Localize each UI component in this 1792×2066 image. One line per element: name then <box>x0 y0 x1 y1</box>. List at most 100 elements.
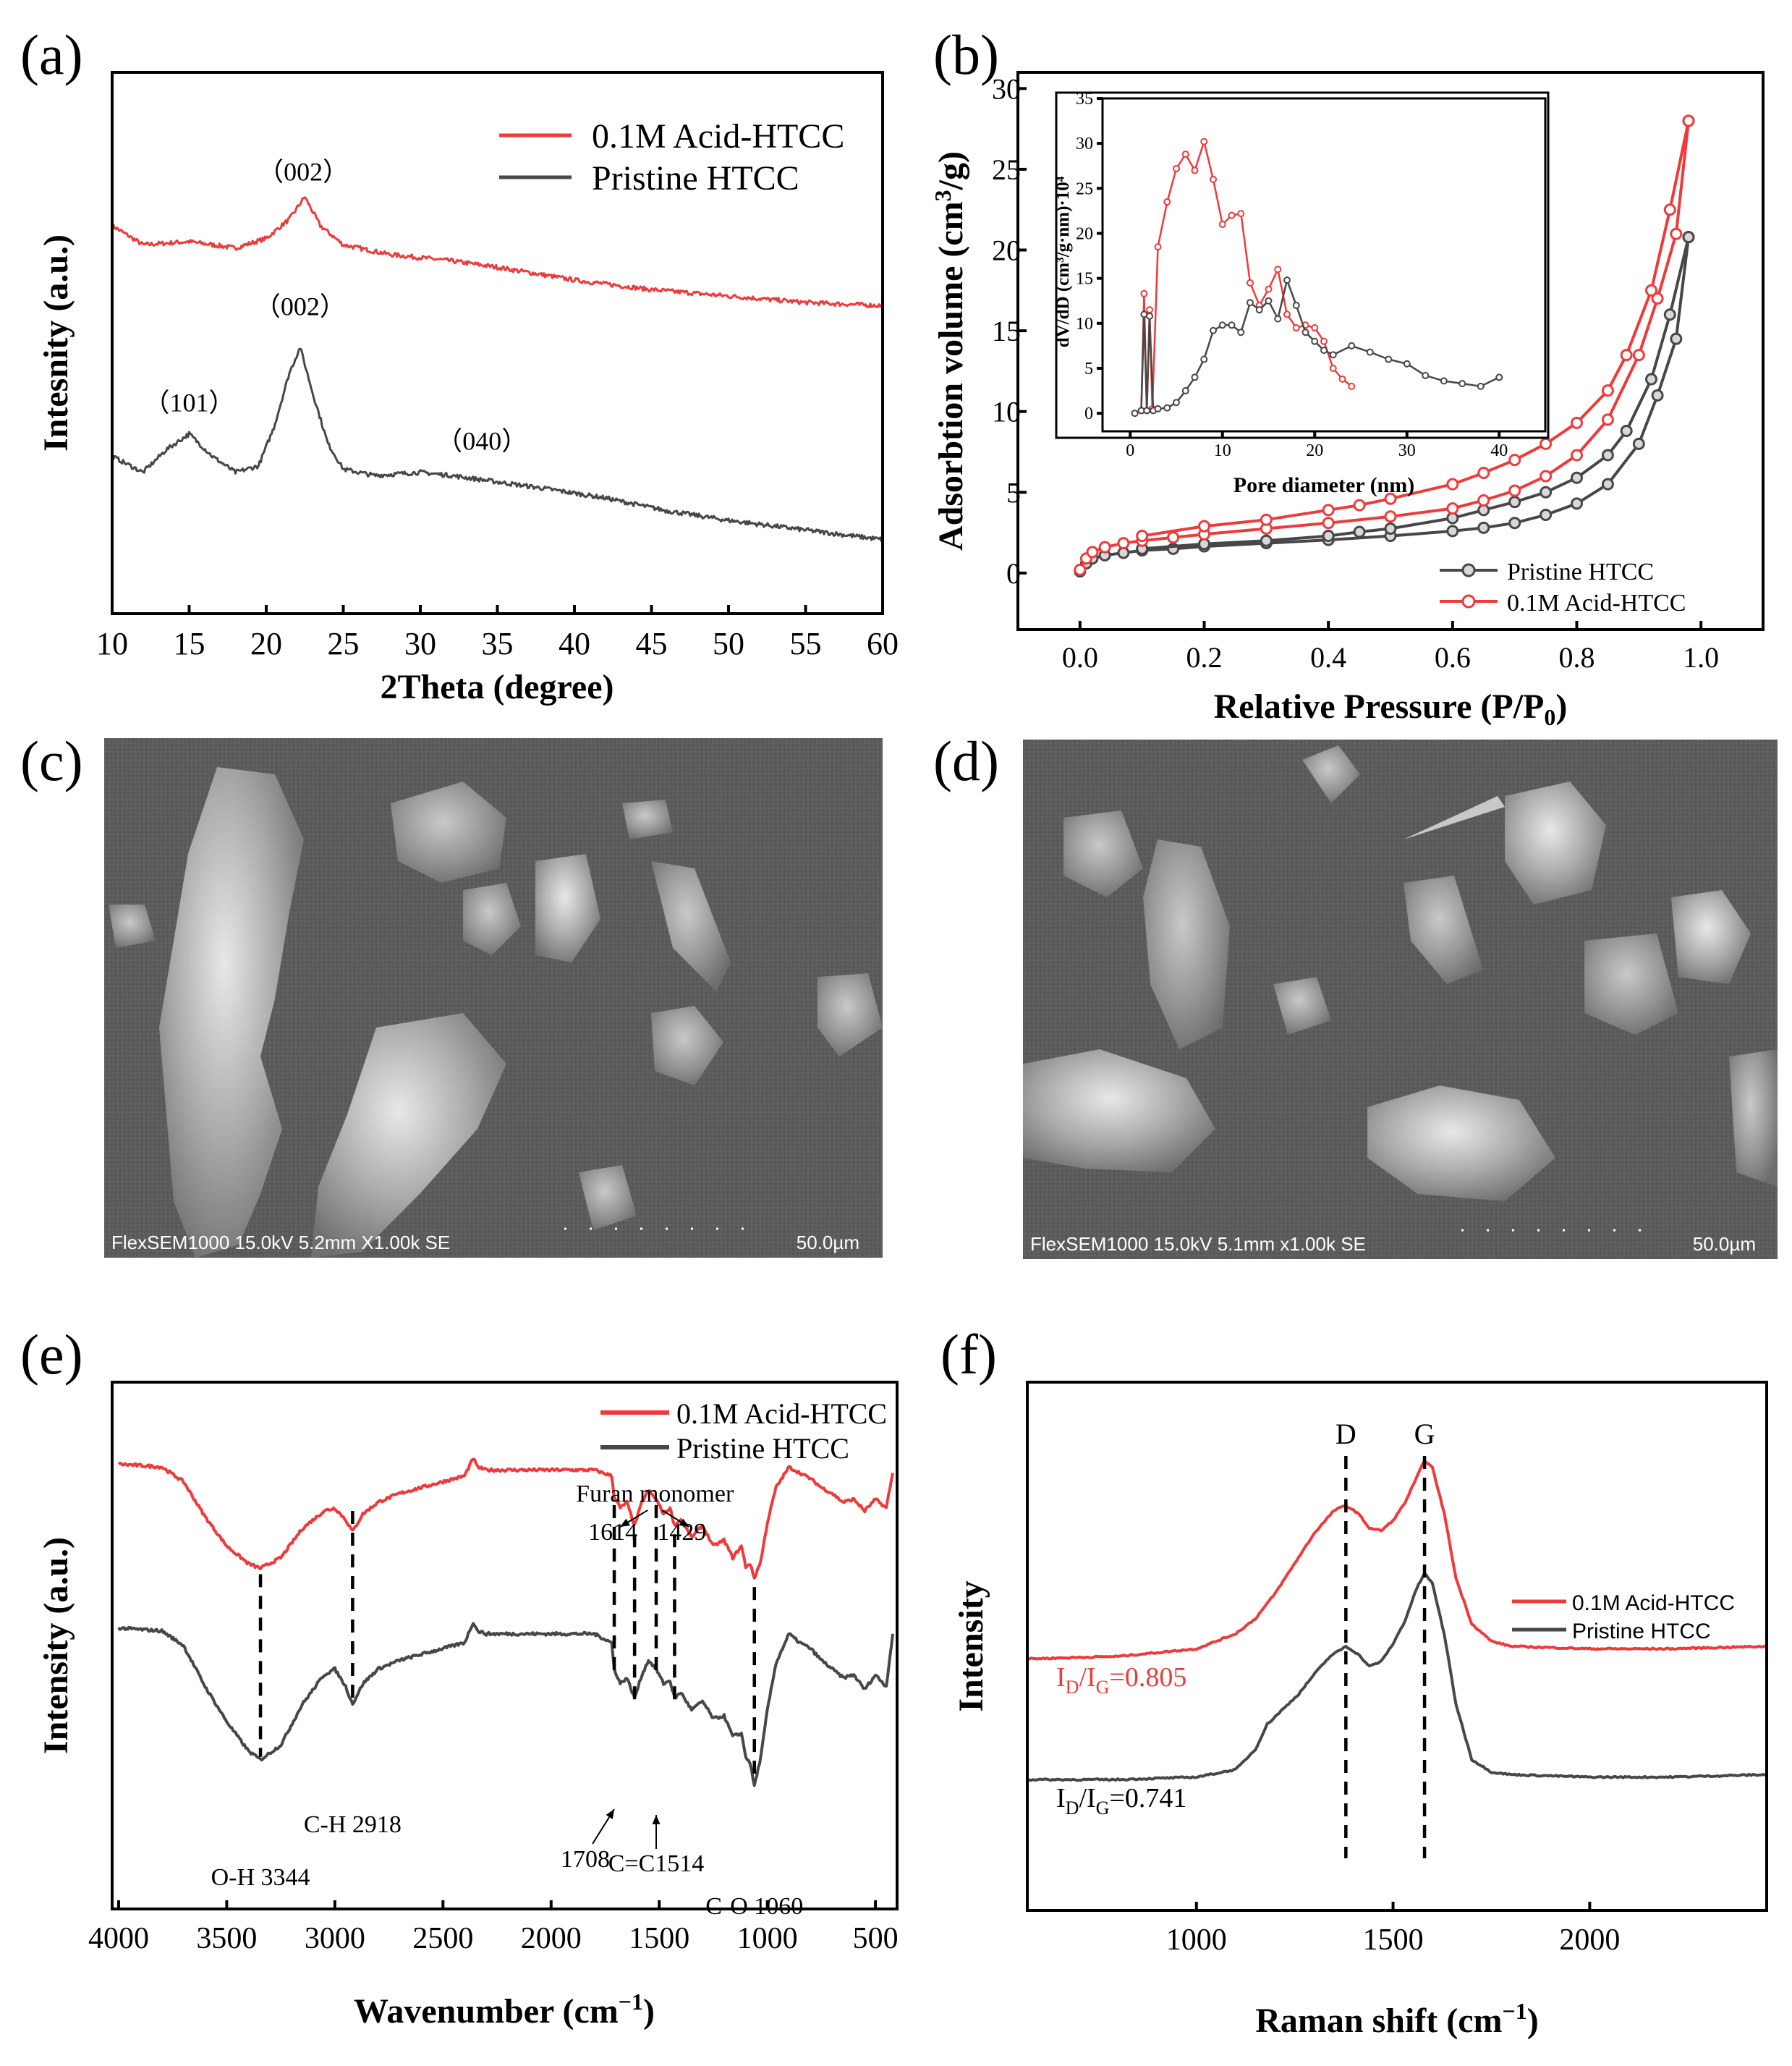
ftir-legend: 0.1M Acid-HTCC Pristine HTCC <box>600 1397 887 1465</box>
bet-y-tick-label: 20 <box>992 234 1021 267</box>
bet-inset-pristine-point <box>1131 410 1139 418</box>
bet-inset-pristine-point <box>1311 337 1319 345</box>
bet-inset-acid-point <box>1181 151 1189 158</box>
bet-inset-acid-point <box>1191 166 1199 174</box>
bet-plot-frame <box>1016 71 1765 631</box>
sem-c-caption: FlexSEM1000 15.0kV 5.2mm X1.00k SE <box>111 1232 450 1253</box>
ftir-annotation-arrowhead <box>620 1518 630 1527</box>
xrd-plot-frame <box>111 71 884 615</box>
raman-g-band-label: G <box>1414 1418 1435 1450</box>
bet-inset-pristine-point <box>1143 407 1151 415</box>
xrd-x-tick-label: 40 <box>559 626 590 661</box>
sem-particle <box>1671 890 1751 984</box>
sem-particle <box>818 973 883 1057</box>
sem-particle <box>1273 977 1331 1035</box>
bet-inset-pristine-point <box>1348 342 1356 350</box>
bet-acid-point <box>1508 484 1521 497</box>
bet-x-axis-label: Relative Pressure (P/P0) <box>1214 687 1568 730</box>
bet-pristine-point <box>1645 373 1657 386</box>
bet-pristine-point <box>1601 478 1614 491</box>
bet-inset-acid-point <box>1210 175 1217 183</box>
xrd-x-tick-label: 30 <box>404 626 436 661</box>
raman-series-line-acid <box>1027 1459 1767 1661</box>
bet-inset-pristine-point <box>1385 355 1393 363</box>
bet-pristine-point <box>1632 437 1645 450</box>
sem-particle <box>391 782 506 883</box>
bet-inset-acid-point <box>1200 137 1208 145</box>
bet-acid-point <box>1508 454 1521 467</box>
bet-x-tick-label: 1.0 <box>1683 641 1719 674</box>
bet-acid-point <box>1663 203 1676 216</box>
ftir-x-tick-label: 2500 <box>412 1922 473 1955</box>
legend-label-pristine: Pristine HTCC <box>676 1432 849 1465</box>
bet-inset-acid-point <box>1265 285 1273 293</box>
sem-particle <box>463 883 521 955</box>
bet-acid-point <box>1477 494 1490 507</box>
bet-acid-point <box>1601 413 1614 426</box>
bet-pristine-point <box>1322 530 1335 543</box>
bet-inset-pristine-point <box>1255 306 1263 314</box>
bet-inset-pristine-point <box>1274 315 1282 323</box>
bet-inset-pristine-point <box>1191 373 1199 381</box>
bet-inset-frame <box>1101 97 1547 433</box>
bet-acid-point <box>1098 541 1111 554</box>
bet-inset-x-tick-label: 20 <box>1306 441 1323 460</box>
ftir-annotation-arrowhead <box>606 1809 615 1819</box>
raman-chart: 1000 1500 2000 0.1M Acid-HTCC Pristine HTC… <box>952 1381 1768 2040</box>
ftir-x-tick-label: 3000 <box>305 1922 365 1955</box>
bet-inset-pristine-point <box>1292 301 1300 309</box>
sem-particle <box>1143 839 1230 1049</box>
xrd-x-tick-label: 15 <box>174 626 205 661</box>
ftir-chart: 4000 3500 3000 2500 2000 1500 1000 500 0.1M Aci… <box>37 1381 899 2031</box>
xrd-x-tick-label: 55 <box>790 626 822 661</box>
bet-inset-acid-point <box>1146 306 1154 314</box>
bet-x-tick-label: 0.8 <box>1559 641 1595 674</box>
ftir-peak-label: Furan monomer <box>576 1481 734 1507</box>
sem-particle <box>1584 933 1678 1035</box>
bet-pristine-point <box>1670 332 1683 345</box>
bet-x-tick-label: 0.4 <box>1310 641 1346 674</box>
bet-inset-acid-point <box>1173 164 1180 172</box>
bet-inset-acid-point <box>1163 198 1171 206</box>
bet-acid-point <box>1322 504 1335 517</box>
raman-plot-frame <box>1026 1381 1768 1912</box>
raman-x-tick-label: 1000 <box>1166 1923 1227 1957</box>
sem-particle <box>1404 796 1505 839</box>
bet-pristine-point <box>1571 471 1583 484</box>
panel-label-c: (c) <box>20 729 83 792</box>
xrd-x-tick-label: 10 <box>96 626 128 661</box>
panel-label-b: (b) <box>933 23 999 86</box>
bet-acid-point <box>1446 478 1459 491</box>
ftir-x-tick-label: 2000 <box>521 1922 582 1955</box>
bet-acid-point <box>1670 227 1683 240</box>
bet-x-tick-label: 0.0 <box>1062 641 1098 674</box>
sem-c-scale-label: 50.0µm <box>797 1232 859 1253</box>
raman-ratio-pristine-label: ID/IG=0.741 <box>1056 1783 1186 1819</box>
ftir-x-tick-label: 1500 <box>629 1922 689 1955</box>
bet-inset-acid-point <box>1292 324 1300 332</box>
bet-inset-pristine-point <box>1283 276 1291 284</box>
bet-y-tick-label: 30 <box>992 72 1021 105</box>
bet-inset-pristine-point <box>1403 360 1411 368</box>
xrd-chart: 10 15 20 25 30 35 40 45 50 55 60 0.1M Acid-HTCC Pr… <box>37 71 899 706</box>
bet-inset-y-tick-label: 15 <box>1076 270 1093 289</box>
sem-particle <box>651 1006 723 1085</box>
ftir-x-tick-label: 1000 <box>737 1922 798 1955</box>
bet-inset-pristine-point <box>1422 371 1430 379</box>
bet-acid-point <box>1645 284 1657 297</box>
bet-inset-pristine-point <box>1154 405 1162 412</box>
bet-inset-acid-point <box>1237 210 1245 218</box>
raman-ratio-acid-label: ID/IG=0.805 <box>1056 1662 1186 1698</box>
bet-acid-point <box>1086 546 1099 559</box>
bet-pristine-point <box>1601 449 1614 462</box>
bet-inset-pristine-point <box>1495 373 1503 381</box>
bet-pristine-point <box>1540 486 1553 499</box>
bet-inset-pristine-point <box>1329 351 1337 359</box>
legend-label-acid: 0.1M Acid-HTCC <box>1572 1591 1735 1615</box>
ftir-series-line-pristine <box>117 1622 894 1787</box>
xrd-peak-label: （002） <box>258 158 349 187</box>
bet-inset-y-tick-label: 25 <box>1076 179 1093 198</box>
bet-inset-acid-point <box>1274 266 1282 274</box>
bet-acid-point <box>1651 292 1664 305</box>
bet-inset-acid-point <box>1154 243 1162 251</box>
